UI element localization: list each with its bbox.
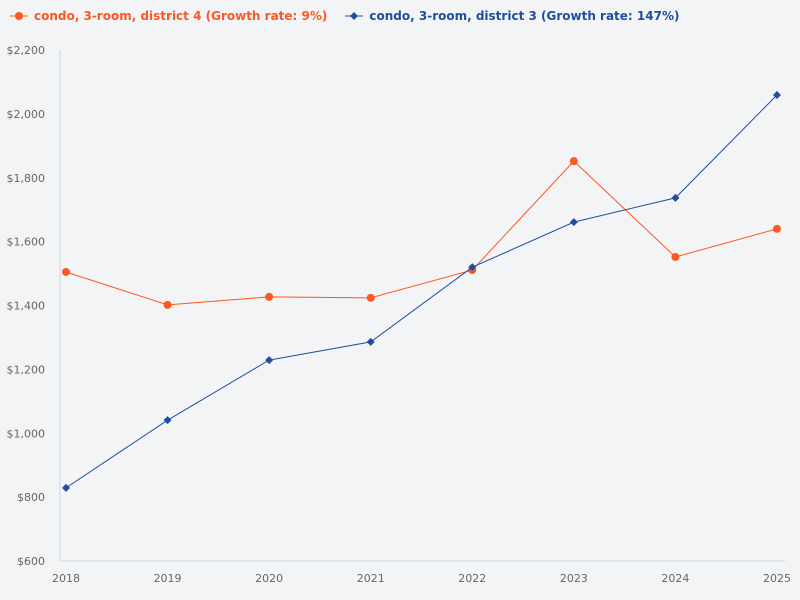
data-point: [265, 356, 274, 365]
x-tick-label: 2019: [154, 572, 182, 585]
legend: condo, 3-room, district 4 (Growth rate: …: [10, 9, 679, 23]
y-tick-label: $2,200: [7, 44, 46, 57]
legend-label: condo, 3-room, district 4 (Growth rate: …: [34, 9, 328, 23]
data-point: [671, 252, 680, 261]
diamond-marker-icon: [345, 12, 364, 20]
y-tick-label: $1,400: [7, 300, 46, 313]
y-tick-label: $600: [17, 555, 45, 568]
legend-item-district-3[interactable]: condo, 3-room, district 3 (Growth rate: …: [345, 9, 679, 23]
data-point: [62, 267, 70, 276]
x-tick-label: 2023: [560, 572, 588, 585]
y-tick-label: $1,000: [7, 427, 46, 440]
x-tick-label: 2018: [52, 572, 80, 585]
data-point: [62, 483, 70, 492]
data-point: [569, 218, 578, 227]
y-tick-label: $2,000: [7, 108, 46, 121]
data-point: [366, 337, 375, 346]
y-tick-label: $1,600: [7, 236, 46, 249]
x-tick-label: 2024: [661, 572, 689, 585]
x-tick-label: 2025: [763, 572, 791, 585]
x-tick-label: 2020: [255, 572, 283, 585]
legend-label: condo, 3-room, district 3 (Growth rate: …: [369, 9, 680, 23]
data-point: [265, 292, 274, 301]
y-tick-label: $1,800: [7, 172, 46, 185]
x-tick-label: 2021: [357, 572, 385, 585]
data-point: [671, 193, 680, 202]
data-point: [569, 157, 578, 166]
data-point: [468, 263, 477, 272]
data-point: [773, 224, 781, 233]
data-point: [163, 300, 172, 309]
legend-item-district-4[interactable]: condo, 3-room, district 4 (Growth rate: …: [10, 9, 327, 23]
y-tick-label: $800: [17, 491, 45, 504]
circle-marker-icon: [10, 12, 28, 20]
series-line-0: [65, 160, 778, 306]
y-tick-label: $1,200: [7, 363, 46, 376]
data-point: [366, 293, 375, 302]
data-point: [773, 91, 781, 100]
x-tick-label: 2022: [458, 572, 486, 585]
series-line-1: [65, 94, 778, 489]
data-point: [163, 416, 172, 425]
